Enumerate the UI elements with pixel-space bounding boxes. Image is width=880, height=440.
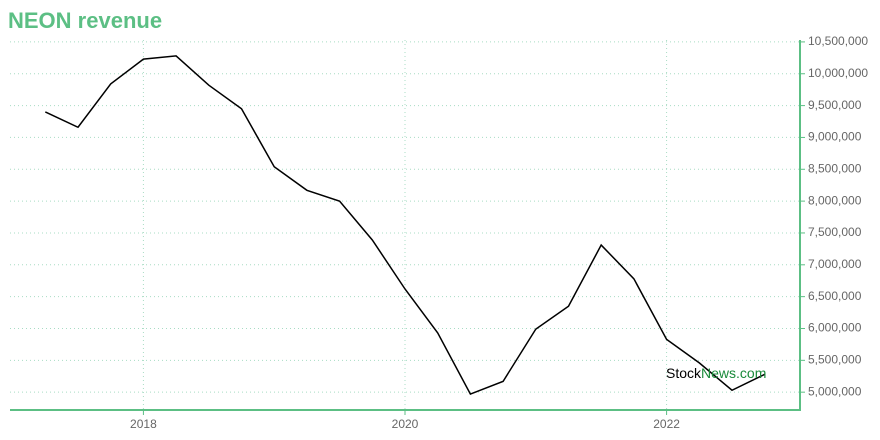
y-tick-label: 9,500,000 — [808, 98, 862, 112]
y-tick-label: 6,500,000 — [808, 289, 862, 303]
x-tick-label: 2020 — [392, 417, 419, 431]
y-tick-label: 7,500,000 — [808, 225, 862, 239]
y-tick-label: 10,000,000 — [808, 66, 868, 80]
y-tick-label: 5,500,000 — [808, 352, 862, 366]
y-tick-label: 7,000,000 — [808, 257, 862, 271]
y-tick-label: 6,000,000 — [808, 321, 862, 335]
y-tick-label: 8,000,000 — [808, 193, 862, 207]
watermark: StockNews.com — [666, 365, 766, 381]
x-tick-label: 2022 — [653, 417, 680, 431]
y-tick-label: 10,500,000 — [808, 34, 868, 48]
watermark-part: Stock — [666, 365, 702, 381]
x-tick-label: 2018 — [130, 417, 157, 431]
y-tick-label: 5,000,000 — [808, 384, 862, 398]
y-tick-label: 8,500,000 — [808, 161, 862, 175]
line — [44, 55, 766, 396]
y-tick-label: 9,000,000 — [808, 130, 862, 144]
chart-title: NEON revenue — [8, 8, 162, 33]
watermark-part: News.com — [701, 365, 766, 381]
